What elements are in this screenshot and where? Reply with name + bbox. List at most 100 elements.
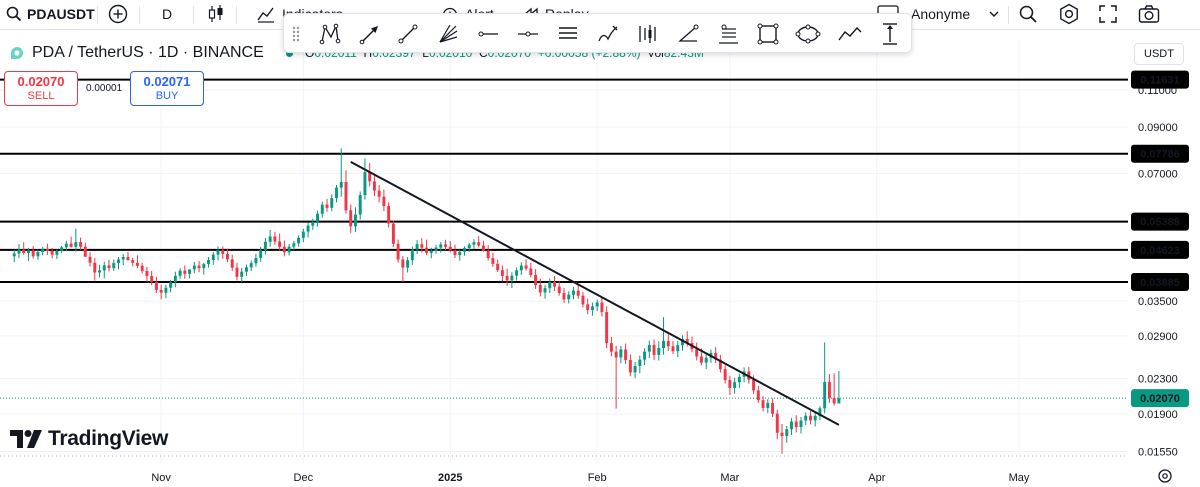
candle-body [12,253,16,257]
arrow-tool[interactable] [356,20,384,48]
settings-button[interactable] [1058,0,1080,28]
candle-body [704,357,708,363]
candle [813,412,817,427]
candle [372,175,376,197]
candle-body [633,365,637,373]
candle-body [761,400,765,408]
sell-button[interactable]: 0.02070 SELL [4,71,78,106]
candle-body [377,190,381,197]
currency-selector[interactable]: USDT [1134,43,1184,65]
bars-icon [639,25,656,43]
buy-button[interactable]: 0.02071 BUY [130,71,204,106]
candle [339,148,343,197]
candle [463,246,466,256]
candle [358,191,362,220]
level-label-box [1131,144,1189,163]
candle [771,398,775,417]
x-tick-label: Feb [588,472,607,484]
candle [704,354,708,370]
candle [98,264,101,278]
candle [439,242,443,253]
candle [548,278,552,294]
chart-type-button[interactable] [207,0,225,28]
candle [401,255,405,282]
price-range-tool[interactable] [876,20,904,48]
candle [444,239,447,251]
buy-price: 0.02071 [143,73,191,89]
candle [173,271,177,288]
candle [368,163,372,187]
candle [718,354,722,373]
ellipse-tool[interactable] [794,20,822,48]
candle [766,399,770,414]
candle-body [477,242,481,246]
interval-button[interactable]: D [162,0,172,28]
candle-body [211,254,215,261]
candle-body [619,349,623,358]
ohlc-open-key: O [305,46,315,60]
candle [486,245,490,261]
candle-body [813,415,817,421]
candle-body [718,359,722,370]
candle [391,220,395,248]
candle-body [666,340,670,347]
candle [207,256,211,268]
candle-body [448,246,452,251]
candle [64,240,68,252]
horizontal-ray-tool[interactable] [474,20,502,48]
trend-line-tool[interactable] [394,20,422,48]
candle-body [581,295,585,305]
bars-pattern-tool[interactable] [634,20,662,48]
candle [761,396,765,412]
quick-search-button[interactable] [1018,0,1038,28]
price-axis: 0.110000.090000.070000.035000.029000.023… [1131,70,1189,458]
level-label: 0.03885 [1140,277,1180,289]
compare-button[interactable] [108,0,128,28]
candle-body [164,287,168,293]
symbol-search[interactable]: PDAUSDT [6,0,95,28]
candle [728,375,732,396]
candle-body [766,402,770,408]
candle-body [41,248,45,253]
fullscreen-button[interactable] [1098,0,1118,28]
candle [448,241,452,253]
snapshot-button[interactable] [1138,0,1160,28]
volume-profile-tool[interactable] [714,20,742,48]
candle [282,240,286,257]
fib-tool[interactable] [434,20,462,48]
candle-body [102,265,106,271]
interval-label: D [162,6,173,22]
candle-body [368,172,372,182]
angle-icon [678,24,699,42]
candle-body [434,247,438,251]
candle-body [159,289,163,293]
xabcd-pattern-tool[interactable] [316,20,344,48]
candle-body [505,275,509,281]
brush-tool[interactable] [594,20,622,48]
candle-body [808,415,812,421]
candle [576,284,580,299]
candle-body [316,213,320,222]
candle-body [638,359,642,366]
candle-body [22,249,26,254]
candle [297,235,301,247]
user-label: Anonyme [911,6,971,22]
horizontal-line-tool[interactable] [514,20,542,48]
candle-body [605,312,609,344]
tradingview-logo[interactable]: TradingView [10,426,168,452]
drag-handle-icon[interactable] [292,26,300,42]
path-tool[interactable] [836,20,864,48]
volume-profile-icon [719,24,738,44]
parallel-channel-tool[interactable] [554,20,582,48]
angle-tool[interactable] [674,20,702,48]
symbol-name: PDAUSDT [27,6,95,22]
candle-body [306,225,310,232]
plus-circle-icon [108,4,128,24]
ohlc-close-key: C [479,46,488,60]
candle-body [794,421,798,428]
candle [510,272,514,289]
candle-body [69,243,73,247]
candle-body [557,286,561,294]
rectangle-tool[interactable] [754,20,782,48]
